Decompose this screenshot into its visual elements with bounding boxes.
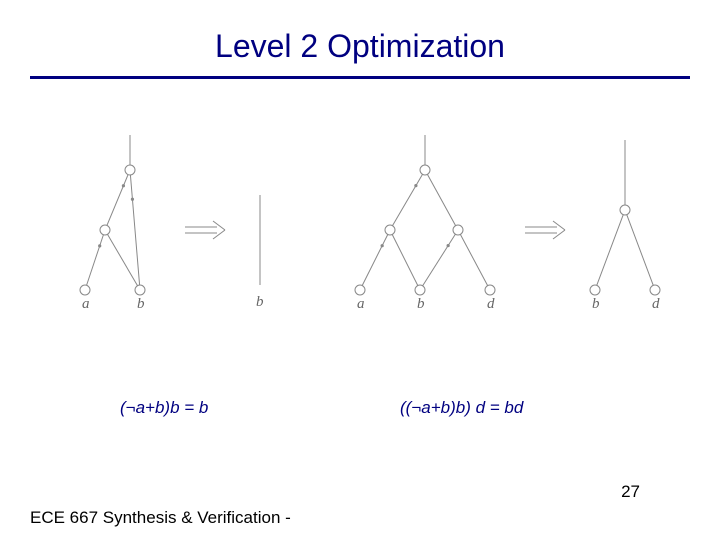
svg-text:b: b <box>417 296 425 312</box>
slide: Level 2 Optimization a b b a b d b d (¬a+b)b = … <box>0 0 720 540</box>
svg-text:b: b <box>592 296 600 312</box>
svg-text:a: a <box>357 296 365 312</box>
formula-left: (¬a+b)b = b <box>120 398 208 418</box>
page-number: 27 <box>621 482 640 502</box>
footer-text: ECE 667 Synthesis & Verification - <box>30 508 291 528</box>
svg-text:d: d <box>487 296 495 312</box>
svg-text:b: b <box>256 294 264 310</box>
slide-title: Level 2 Optimization <box>0 28 720 65</box>
diagram-area: abbabdbd <box>50 130 670 340</box>
formula-right: ((¬a+b)b) d = bd <box>400 398 523 418</box>
svg-text:a: a <box>82 296 90 312</box>
title-underline <box>30 76 690 79</box>
svg-text:d: d <box>652 296 660 312</box>
svg-text:b: b <box>137 296 145 312</box>
logic-diagram: abbabdbd <box>50 130 670 340</box>
